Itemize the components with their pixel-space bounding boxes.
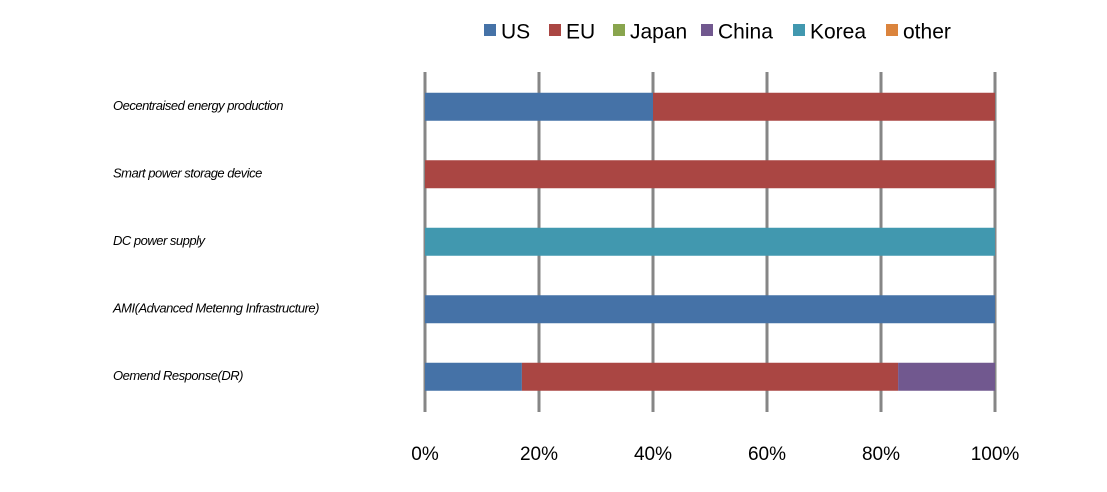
legend-swatch	[613, 24, 625, 36]
bar-segment	[653, 92, 995, 121]
x-tick-label: 100%	[971, 444, 1020, 465]
legend-label: Korea	[810, 21, 866, 44]
bar-segment	[425, 362, 522, 391]
bar-segment	[521, 362, 899, 391]
legend-swatch	[701, 24, 713, 36]
legend-swatch	[484, 24, 496, 36]
legend-swatch	[793, 24, 805, 36]
y-tick-label: DC power supply	[113, 233, 206, 248]
bar-segment	[425, 295, 995, 324]
legend-label: Japan	[630, 21, 687, 44]
bar-segment	[898, 362, 995, 391]
legend-label: US	[501, 21, 530, 44]
y-tick-label: Oecentraised energy production	[113, 98, 283, 113]
x-tick-label: 0%	[411, 444, 439, 465]
x-tick-label: 80%	[862, 444, 900, 465]
x-tick-label: 60%	[748, 444, 786, 465]
y-tick-label: Smart power storage device	[113, 166, 262, 181]
bar-segment	[425, 227, 995, 256]
x-tick-label: 20%	[520, 444, 558, 465]
legend-swatch	[886, 24, 898, 36]
y-tick-label: AMI(Advanced Metenng Infrastructure)	[112, 301, 319, 316]
bar-segment	[425, 160, 995, 189]
legend-label: EU	[566, 21, 595, 44]
legend-swatch	[549, 24, 561, 36]
bar-segment	[425, 92, 653, 121]
y-tick-label: Oemend Response(DR)	[113, 368, 243, 383]
x-tick-label: 40%	[634, 444, 672, 465]
legend-label: other	[903, 21, 951, 44]
legend-label: China	[718, 21, 773, 44]
